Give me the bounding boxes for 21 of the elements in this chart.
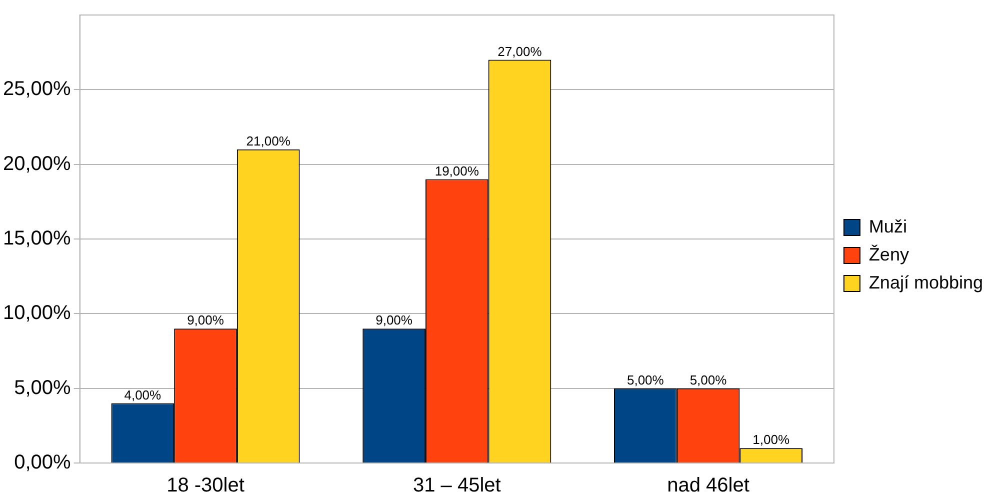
- data-label: 1,00%: [752, 432, 790, 448]
- data-label: 9,00%: [376, 312, 413, 328]
- legend-label: Ženy: [868, 244, 909, 264]
- data-label: 4,00%: [124, 387, 162, 402]
- y-tick-label: 15,00%: [2, 228, 72, 250]
- y-tick-label: 5,00%: [14, 376, 72, 399]
- data-label: 5,00%: [626, 372, 664, 388]
- data-label: 9,00%: [187, 312, 224, 328]
- x-tick-label: nad 46let: [667, 474, 750, 497]
- x-tick-label: 18 -30let: [166, 474, 245, 497]
- legend-label: Muži: [868, 216, 907, 236]
- y-tick-label: 0,00%: [14, 452, 72, 474]
- data-label: 5,00%: [690, 372, 728, 388]
- x-tick-label: 31 – 45let: [412, 474, 502, 497]
- legend-label: Znají mobbing: [868, 272, 984, 292]
- data-label: 19,00%: [434, 163, 480, 178]
- data-label: 21,00%: [246, 133, 291, 148]
- data-label: 27,00%: [498, 44, 542, 59]
- y-tick-label: 10,00%: [2, 302, 72, 324]
- y-tick-label: 20,00%: [2, 152, 72, 175]
- y-tick-label: 25,00%: [2, 78, 72, 100]
